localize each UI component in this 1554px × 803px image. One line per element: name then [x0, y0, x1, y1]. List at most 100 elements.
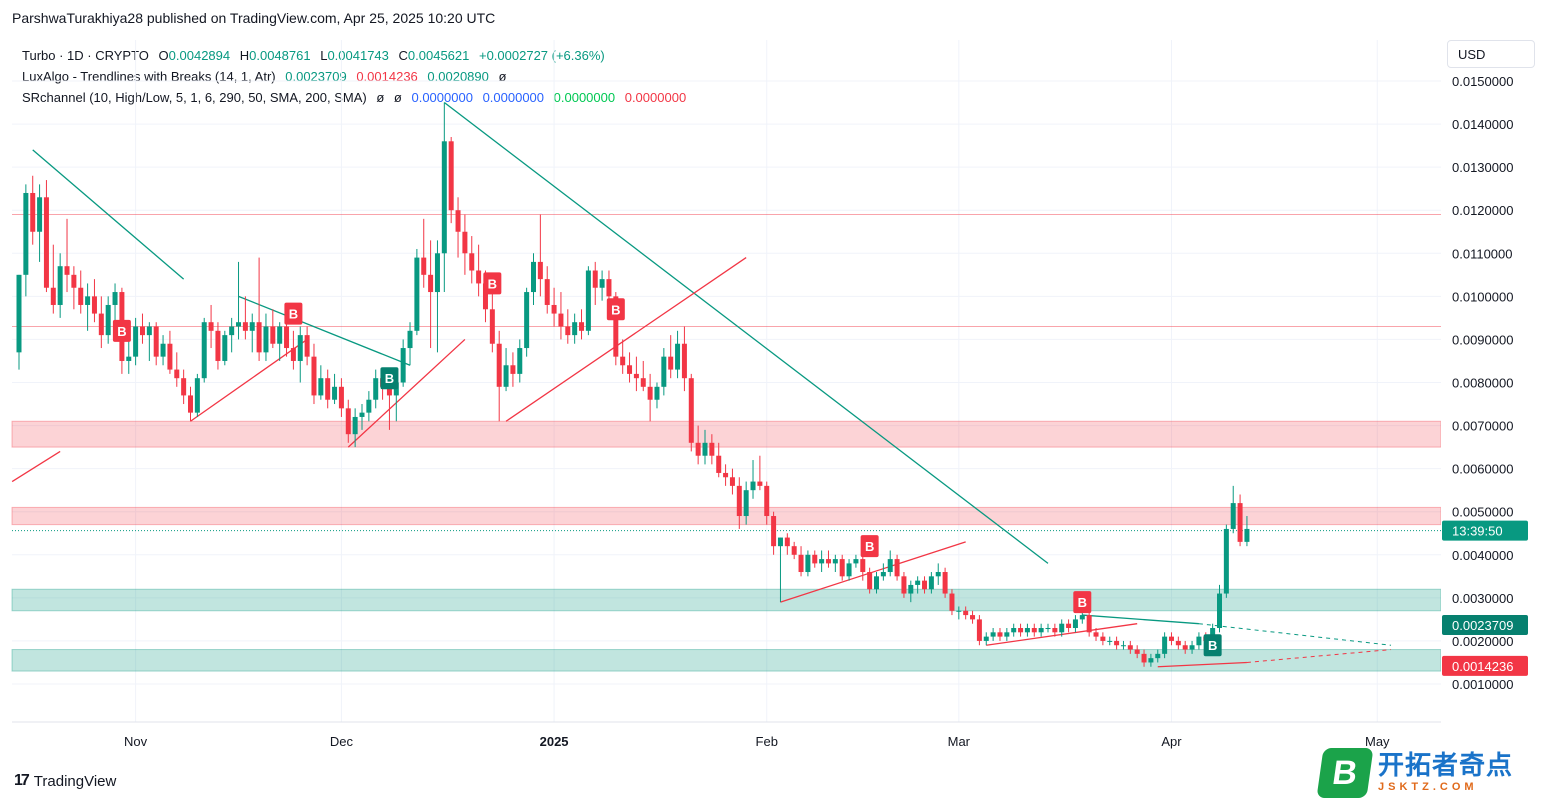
price-axis-label: 0.0120000 [1452, 203, 1513, 218]
indicator-2-value-2: 0.0000000 [482, 90, 545, 105]
symbol-name[interactable]: Turbo · 1D · CRYPTO [22, 48, 149, 63]
price-label-text: 0.0014236 [1452, 659, 1513, 674]
candle-body [30, 192, 36, 232]
candle-body [825, 559, 831, 564]
candle-body [880, 572, 886, 577]
candle-body [98, 313, 104, 336]
open-value: 0.0042894 [168, 48, 231, 63]
sr-zone [11, 506, 1442, 526]
price-axis-label: 0.0010000 [1452, 677, 1513, 692]
candle-body [1100, 636, 1106, 641]
indicator-2-value-1: 0.0000000 [411, 90, 473, 105]
candle-body [126, 356, 132, 361]
candle-body [414, 257, 420, 331]
price-axis-label: 0.0100000 [1452, 289, 1513, 304]
candle-body [887, 559, 893, 573]
tradingview-brand[interactable]: 17 TradingView [14, 772, 116, 790]
indicator-2-name[interactable]: SRchannel (10, High/Low, 5, 1, 6, 290, 5… [22, 90, 367, 105]
candle-body [791, 546, 797, 555]
candle-body [970, 615, 976, 620]
candle-body [489, 309, 495, 344]
candle-body [551, 304, 557, 314]
price-label-box [1442, 655, 1528, 676]
candle-body [1045, 628, 1051, 630]
candle-body [1004, 632, 1010, 637]
candle-body [229, 326, 235, 336]
candle-body [91, 296, 97, 314]
low-value: 0.0041743 [327, 48, 389, 63]
break-label-text: B [1078, 595, 1087, 610]
candle-body [1196, 636, 1202, 646]
candle-body [1155, 653, 1161, 659]
candle-body [57, 266, 63, 305]
candle-body [983, 636, 989, 641]
candle-body [146, 326, 152, 336]
high-value: 0.0048761 [249, 48, 311, 63]
time-axis-label: Apr [1161, 734, 1182, 749]
price-label-box [1442, 614, 1528, 635]
candle-body [311, 356, 317, 396]
indicator-1-name[interactable]: LuxAlgo - Trendlines with Breaks (14, 1,… [22, 69, 276, 84]
candle-body [537, 261, 543, 280]
candle-body [620, 356, 626, 366]
candle-body [668, 356, 674, 370]
candle-body [709, 442, 715, 456]
candle-body [16, 274, 22, 353]
candle-body [359, 412, 365, 417]
candle-body [1189, 645, 1195, 650]
candle-body [43, 197, 49, 288]
candle-body [1038, 628, 1044, 633]
trendline-extension [1246, 649, 1392, 663]
candle-body [482, 283, 488, 310]
candle-body [1120, 645, 1126, 647]
candle-body [510, 365, 516, 374]
candle-body [1182, 645, 1188, 650]
candle-body [1127, 645, 1133, 650]
candle-body [1141, 653, 1147, 663]
break-label-box [380, 367, 399, 390]
candle-body [935, 572, 941, 577]
break-label-text: B [117, 324, 126, 339]
candle-body [1059, 623, 1065, 633]
watermark-cn-text: 开拓者奇点 [1378, 750, 1514, 780]
break-label-text: B [488, 276, 497, 291]
trendline [32, 149, 185, 280]
candle-body [1168, 636, 1174, 641]
candle-body [531, 261, 536, 293]
candle-body [784, 537, 790, 547]
candle-body [867, 572, 873, 590]
price-label-box [1442, 520, 1528, 541]
candle-body [777, 537, 783, 547]
candle-body [942, 572, 948, 594]
candle-body [1244, 528, 1250, 542]
candle-body [167, 343, 173, 370]
trendline [443, 102, 1049, 564]
candle-body [764, 485, 770, 517]
candle-body [373, 378, 379, 400]
close-label: C [398, 48, 408, 63]
candle-body [681, 343, 687, 379]
watermark: B 开拓者奇点 JSKTZ.COM [1316, 745, 1550, 800]
trendline [190, 338, 308, 422]
candle-body [599, 279, 605, 288]
candle-body [332, 386, 338, 400]
candle-body [1162, 636, 1168, 654]
candle-body [352, 416, 358, 435]
change-value: +0.0002727 (+6.36%) [478, 48, 605, 63]
candle-body [448, 141, 454, 211]
break-label-box [112, 319, 131, 342]
price-axis-label: 0.0130000 [1452, 160, 1513, 175]
candle-body [428, 274, 434, 293]
currency-button[interactable]: USD [1447, 40, 1535, 68]
trendline [505, 257, 747, 422]
candle-body [695, 442, 701, 456]
candle-body [462, 231, 468, 254]
candle-body [188, 395, 193, 413]
candle-body [441, 141, 447, 254]
candle-body [1114, 640, 1120, 646]
candle-body [675, 343, 681, 370]
candle-body [476, 270, 482, 284]
candle-body [743, 490, 749, 517]
candle-body [407, 330, 413, 349]
